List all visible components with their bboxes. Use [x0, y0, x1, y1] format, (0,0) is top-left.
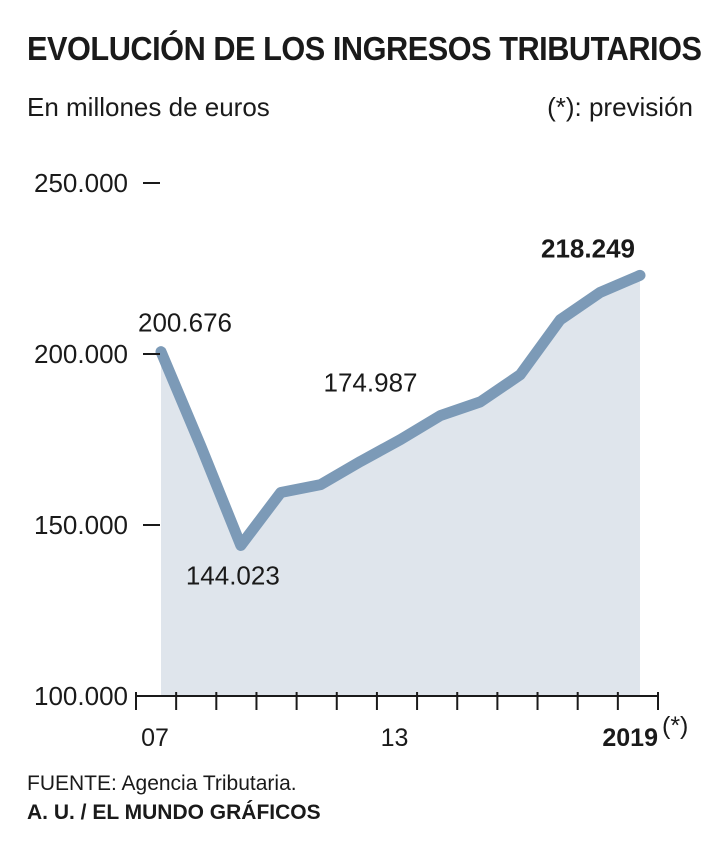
x-tick-label: 07 — [141, 724, 169, 752]
y-tick-label: 250.000 — [34, 168, 128, 198]
credit-line: A. U. / EL MUNDO GRÁFICOS — [27, 801, 321, 824]
x-tick-label: 13 — [381, 724, 409, 752]
x-tick-label: 2019 — [602, 724, 658, 752]
y-tick-label: 200.000 — [34, 339, 128, 369]
source-note: FUENTE: Agencia Tributaria. — [27, 772, 297, 795]
chart-title: EVOLUCIÓN DE LOS INGRESOS TRIBUTARIOS — [27, 30, 702, 67]
data-label-2007: 200.676 — [138, 308, 232, 338]
data-label-2019: 218.249 — [541, 233, 635, 263]
forecast-note: (*): previsión — [547, 92, 693, 122]
data-label-2013: 174.987 — [324, 368, 418, 398]
data-label-2009: 144.023 — [186, 560, 280, 590]
area-fill — [161, 275, 640, 696]
y-tick-label: 150.000 — [34, 510, 128, 540]
y-tick-label: 100.000 — [34, 681, 128, 711]
forecast-marker: (*) — [662, 712, 688, 740]
chart-subtitle: En millones de euros — [27, 92, 270, 122]
